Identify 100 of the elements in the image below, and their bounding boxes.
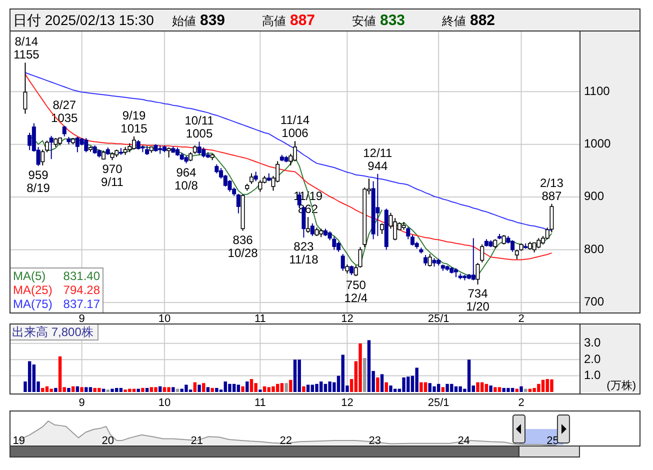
x-tick-label: 20 (102, 435, 114, 447)
candlestick (502, 234, 506, 245)
bar (236, 384, 240, 392)
y-tick-label: 800 (584, 242, 604, 256)
candlestick (236, 193, 240, 214)
annotation: 9/19 1015 (120, 108, 148, 136)
y-tick-label: 1000 (584, 136, 612, 150)
bar (232, 384, 236, 392)
y-axis-title: (万株) (606, 379, 636, 392)
x-tick-label: 19 (12, 435, 26, 447)
annotation: 11/14 1006 (280, 113, 310, 140)
bar (67, 388, 70, 392)
x-tick-label: 10 (158, 313, 171, 325)
bar (250, 379, 254, 392)
candlestick (428, 253, 432, 268)
bar (424, 382, 428, 392)
y-tick-label: 2.0 (584, 352, 602, 366)
candlestick (49, 135, 54, 160)
annotation: 823 11/18 (289, 240, 319, 267)
x-tick-label: 2 (518, 397, 524, 409)
bar (484, 384, 488, 392)
candlestick (376, 173, 380, 237)
bar (80, 387, 84, 392)
candlestick (166, 146, 171, 158)
bar (88, 387, 92, 392)
candlestick (197, 141, 202, 156)
candlestick (536, 238, 541, 249)
bar (293, 360, 297, 392)
bar (215, 388, 218, 392)
bar (306, 384, 310, 392)
candlestick (424, 254, 428, 266)
bar (202, 383, 206, 392)
bar (541, 380, 545, 392)
annotation: 964 10/8 (174, 165, 198, 192)
bar (446, 384, 449, 392)
bar (432, 386, 436, 392)
bar (110, 388, 114, 392)
candlestick (354, 265, 358, 277)
y-tick-label: 900 (584, 189, 604, 204)
x-tick-label: 25/1 (428, 313, 450, 325)
y-tick-label: 1100 (584, 84, 610, 98)
candlestick (406, 226, 410, 240)
candlestick (258, 180, 262, 192)
bar (402, 377, 406, 392)
bar (367, 340, 371, 392)
x-tick-label: 9 (78, 313, 85, 325)
bar (162, 387, 166, 392)
x-tick-label: 23 (368, 435, 381, 447)
candlestick (136, 140, 140, 150)
text: 高値 887 (262, 12, 316, 29)
candlestick (380, 222, 384, 234)
bar (71, 386, 75, 392)
bar (415, 368, 418, 392)
annotation: 12/11 944 (363, 146, 393, 173)
bar (363, 358, 366, 392)
x-tick-label: 25/1 (428, 397, 450, 409)
bar (494, 387, 497, 392)
bar (84, 387, 88, 392)
bar (506, 388, 510, 392)
x-tick-label: 12 (341, 313, 354, 325)
bar (436, 384, 440, 392)
chart-title: 日付 2025/02/13 15:30 (13, 12, 154, 28)
bar (550, 379, 554, 392)
bar (158, 386, 162, 392)
chart-title: 出来高 7,800株 (12, 325, 94, 339)
bar (376, 377, 380, 392)
bar (315, 384, 318, 392)
y-tick-label: 3.0 (584, 336, 602, 350)
x-tick-label: 24 (458, 435, 470, 447)
bar (141, 388, 144, 392)
candlestick (310, 222, 314, 237)
bar (28, 361, 32, 392)
bar (310, 384, 314, 392)
bar (272, 386, 275, 392)
x-tick-label: 22 (280, 435, 292, 447)
x-tick-label: 11 (254, 397, 266, 409)
candlestick (350, 265, 354, 276)
annotation: 970 9/11 (101, 162, 124, 190)
annotation: 10/11 1005 (184, 114, 214, 141)
bar (324, 384, 328, 392)
bar (280, 383, 284, 392)
bar (510, 388, 514, 392)
bar (228, 384, 232, 392)
annotation: 959 8/19 (26, 168, 50, 195)
text: MA(5) 831.40 (13, 269, 100, 283)
candlestick (44, 140, 49, 153)
bar (276, 384, 280, 392)
bar (45, 386, 49, 392)
bar (358, 343, 362, 392)
annotation: 836 10/28 (228, 232, 258, 260)
bar (520, 386, 523, 392)
bar (50, 388, 53, 392)
x-tick-label: 10 (158, 397, 171, 409)
x-tick-label: 12 (341, 397, 354, 409)
bar (498, 387, 502, 392)
bar (184, 384, 188, 392)
x-tick-label: 9 (78, 397, 85, 409)
annotation: 734 1/20 (466, 286, 490, 314)
bar (476, 382, 480, 392)
bar (389, 386, 392, 392)
